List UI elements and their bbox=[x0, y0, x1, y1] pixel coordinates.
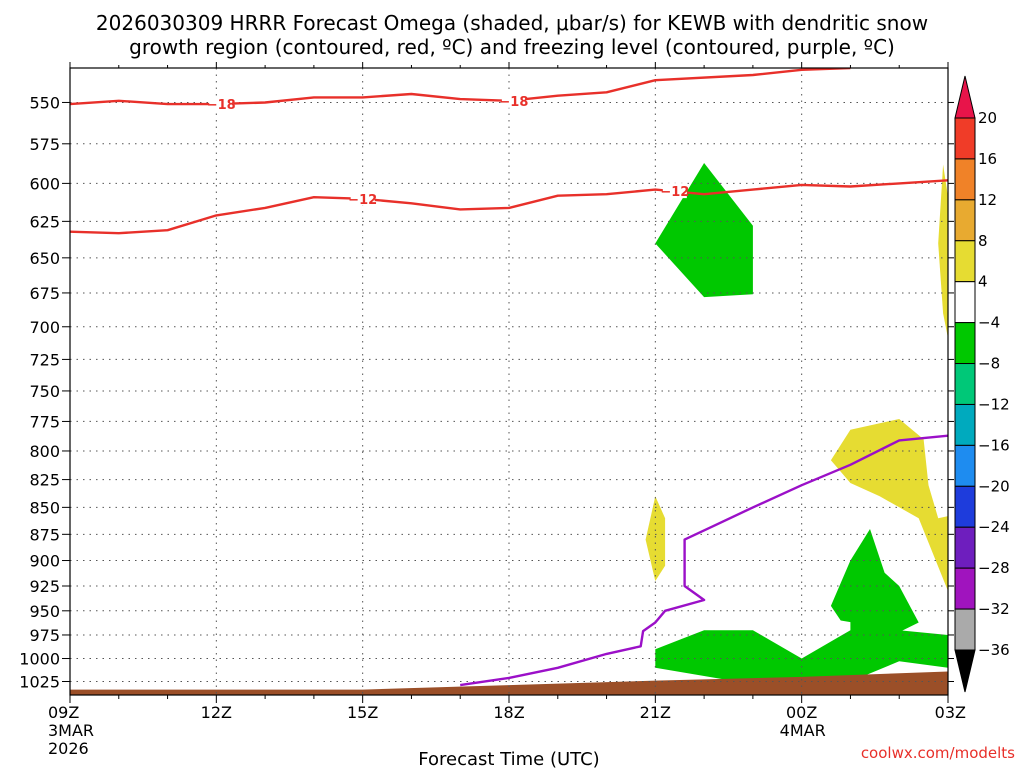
y-tick-label: 750 bbox=[29, 382, 60, 401]
x-tick-label: 03Z bbox=[935, 703, 966, 722]
colorbar-label: 20 bbox=[978, 109, 997, 127]
y-tick-label: 725 bbox=[29, 350, 60, 369]
y-tick-label: 1000 bbox=[19, 650, 60, 669]
x-tick-label: 12Z bbox=[201, 703, 232, 722]
x-tick-label: 00Z bbox=[786, 703, 817, 722]
y-tick-label: 825 bbox=[29, 471, 60, 490]
contour-label: −12 bbox=[660, 185, 689, 200]
chart-subtitle: growth region (contoured, red, ºC) and f… bbox=[129, 35, 895, 59]
plot-area: −18 −18 −12 −12 550 575 600 625 650 675 700 725 750 7… bbox=[19, 62, 966, 758]
contour-label: −18 bbox=[207, 98, 236, 113]
colorbar-label: −4 bbox=[978, 314, 1000, 332]
colorbar-swatch bbox=[954, 322, 976, 365]
colorbar-label: −12 bbox=[978, 395, 1010, 413]
terrain-fill bbox=[70, 671, 948, 695]
y-tick-label: 675 bbox=[29, 284, 60, 303]
colorbar-label: 12 bbox=[978, 191, 997, 209]
plot-content: −18 −18 −12 −12 bbox=[70, 68, 948, 695]
colorbar-label: −24 bbox=[978, 518, 1010, 536]
y-tick-label: 1025 bbox=[19, 672, 60, 691]
y-tick-label: 600 bbox=[29, 174, 60, 193]
colorbar-label: −28 bbox=[978, 559, 1010, 577]
colorbar-label: 16 bbox=[978, 150, 997, 168]
dgz-contour-line bbox=[70, 68, 851, 106]
colorbar-swatch bbox=[954, 403, 976, 446]
omega-shaded-region bbox=[830, 529, 919, 633]
x-tick-label: 15Z bbox=[347, 703, 378, 722]
contour-label-bg bbox=[209, 96, 234, 112]
colorbar-label: −36 bbox=[978, 641, 1010, 659]
y-tick-label: 625 bbox=[29, 212, 60, 231]
y-tick-label: 850 bbox=[29, 498, 60, 517]
colorbar-label: −20 bbox=[978, 477, 1010, 495]
colorbar-swatch bbox=[954, 363, 976, 405]
colorbar-swatch bbox=[954, 608, 976, 651]
colorbar-swatch bbox=[954, 117, 976, 160]
colorbar-swatch bbox=[954, 158, 976, 201]
x-tick-label: 18Z bbox=[493, 703, 524, 722]
contour-label: −18 bbox=[499, 95, 528, 110]
colorbar-swatch bbox=[954, 485, 976, 528]
x-tick-label: 09Z bbox=[48, 703, 79, 722]
omega-shaded-region bbox=[830, 419, 948, 591]
contour-label: −12 bbox=[348, 193, 377, 208]
colorbar-bottom-arrow bbox=[954, 649, 976, 693]
colorbar-swatch bbox=[954, 444, 976, 487]
credit-label: coolwx.com/modelts bbox=[861, 744, 1015, 762]
colorbar-label: 4 bbox=[978, 273, 988, 291]
colorbar-label: −8 bbox=[978, 355, 1000, 373]
colorbar-top-arrow bbox=[954, 75, 976, 119]
y-tick-label: 775 bbox=[29, 412, 60, 431]
x-axis-label: Forecast Time (UTC) bbox=[418, 749, 599, 768]
y-tick-label: 875 bbox=[29, 525, 60, 544]
x-tick-date-label: 4MAR bbox=[780, 721, 826, 740]
y-tick-label: 900 bbox=[29, 552, 60, 571]
colorbar-label: −32 bbox=[978, 600, 1010, 618]
colorbar-swatch bbox=[954, 199, 976, 242]
x-tick-date-label: 3MAR bbox=[48, 721, 94, 740]
freezing-level-contour bbox=[460, 434, 948, 687]
colorbar: 20 16 12 8 4 −4 −8 −12 −16 −20 −24 −28 −32 −36 bbox=[954, 75, 1010, 693]
y-tick-label: 975 bbox=[29, 626, 60, 645]
omega-shaded-region bbox=[655, 163, 753, 298]
omega-shaded-region bbox=[938, 164, 948, 339]
y-tick-label: 650 bbox=[29, 249, 60, 268]
contour-label-bg bbox=[662, 183, 687, 199]
y-tick-label: 550 bbox=[29, 93, 60, 112]
x-tick-year-label: 2026 bbox=[48, 739, 89, 758]
colorbar-swatch bbox=[954, 281, 976, 324]
chart-title: 2026030309 HRRR Forecast Omega (shaded, … bbox=[96, 11, 928, 35]
x-tick-label: 21Z bbox=[640, 703, 671, 722]
y-tick-label: 800 bbox=[29, 442, 60, 461]
y-tick-label: 575 bbox=[29, 135, 60, 154]
dgz-contour-line bbox=[70, 179, 948, 235]
colorbar-swatch bbox=[954, 526, 976, 569]
colorbar-label: 8 bbox=[978, 232, 988, 250]
y-tick-label: 700 bbox=[29, 318, 60, 337]
y-tick-label: 925 bbox=[29, 577, 60, 596]
contour-label-bg bbox=[501, 92, 526, 108]
omega-shaded-region bbox=[645, 496, 666, 581]
contour-label-bg bbox=[350, 190, 375, 206]
colorbar-swatch bbox=[954, 567, 976, 610]
y-tick-label: 950 bbox=[29, 602, 60, 621]
colorbar-label: −16 bbox=[978, 436, 1010, 454]
colorbar-swatch bbox=[954, 240, 976, 283]
